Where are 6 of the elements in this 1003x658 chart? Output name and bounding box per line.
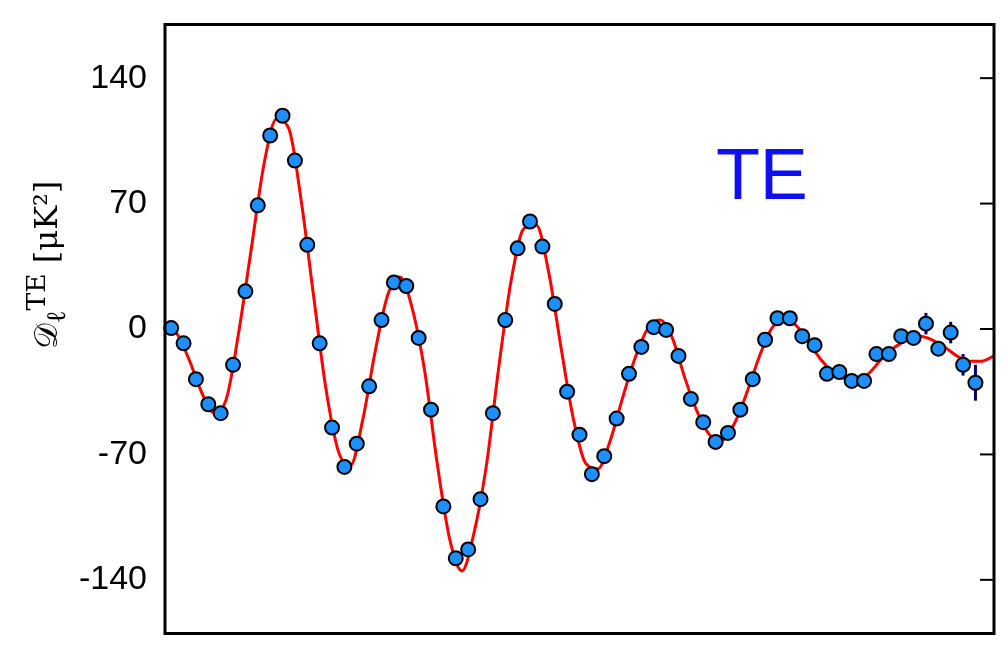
y-tick-label: 140 (90, 56, 147, 95)
annotation: TE (715, 134, 808, 215)
y-tick-label: 70 (109, 181, 147, 220)
y-tick-label: 0 (128, 307, 147, 346)
y-tick-label: -140 (78, 558, 147, 597)
y-tick-label: -70 (97, 432, 147, 471)
